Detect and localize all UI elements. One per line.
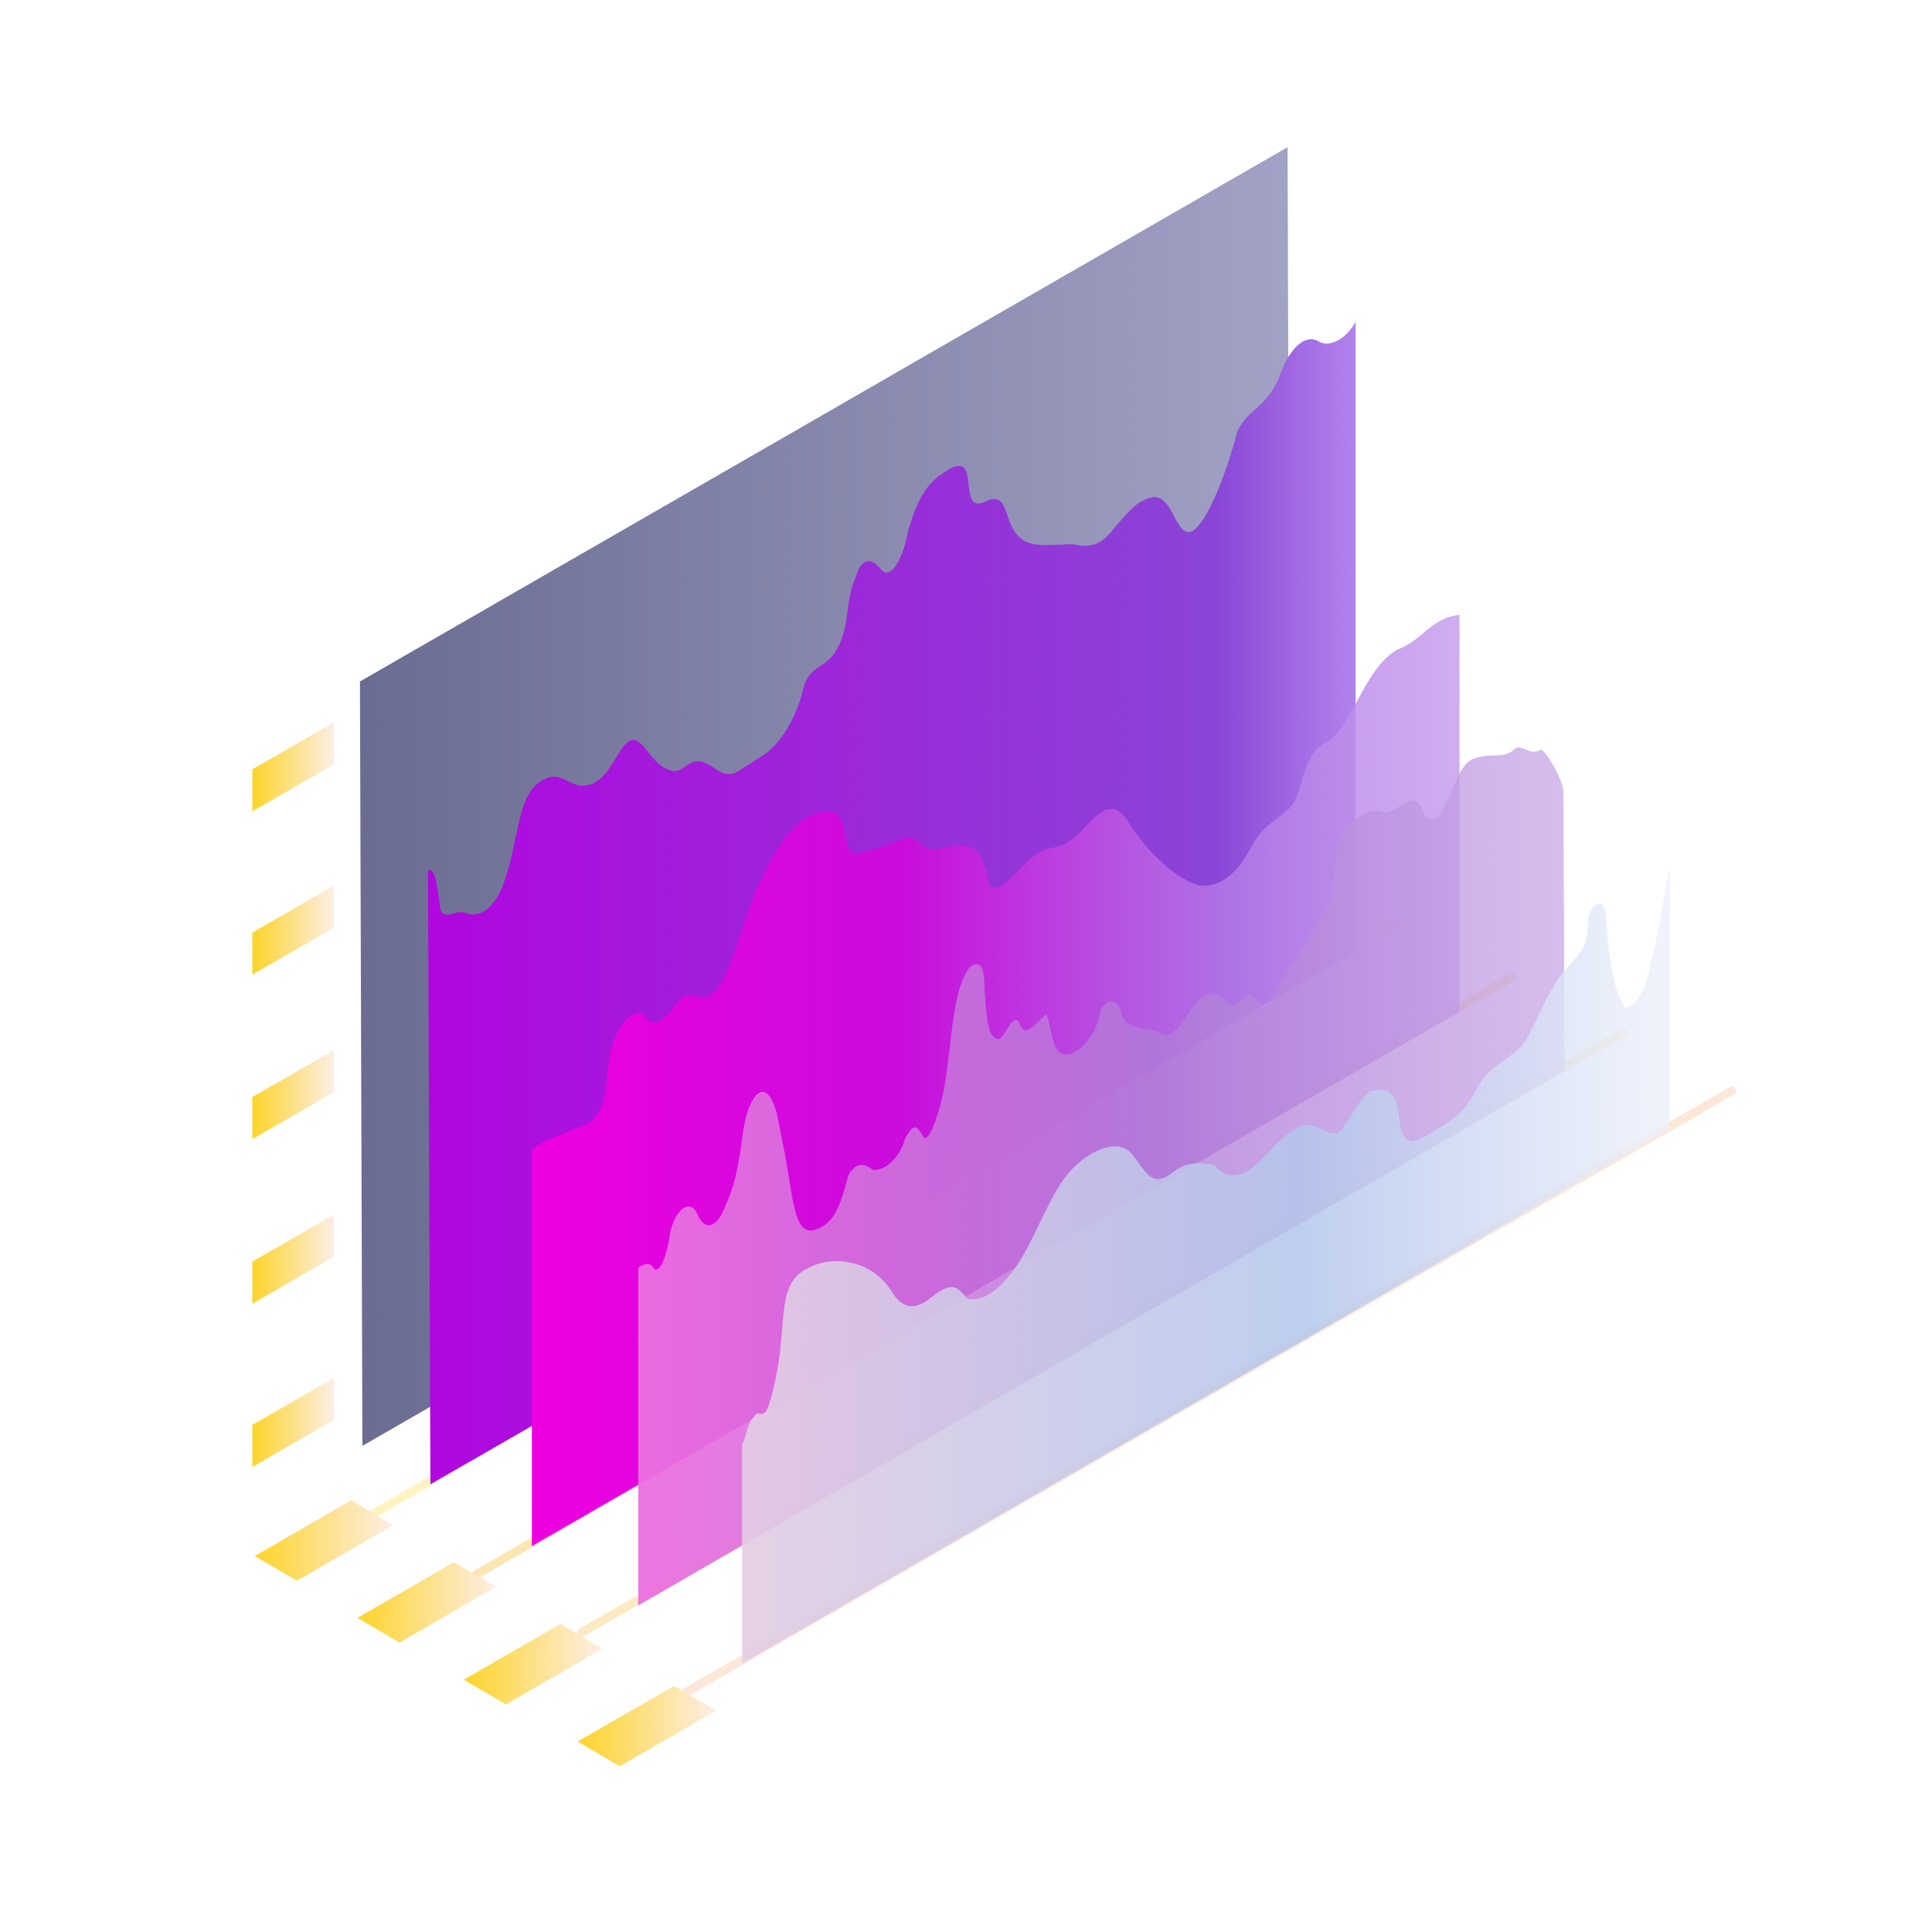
- area-light: [742, 866, 1670, 1664]
- bottom-tab: [464, 1624, 603, 1705]
- legend-tab: [252, 722, 335, 811]
- legend-tab: [252, 1377, 335, 1468]
- bottom-tab: [357, 1562, 496, 1643]
- legend-tab: [252, 1214, 335, 1304]
- legend-tab: [252, 1049, 335, 1140]
- bottom-tab: [254, 1500, 393, 1581]
- legend-tab: [252, 885, 335, 975]
- legend-tabs: [252, 722, 335, 1468]
- bottom-tabs: [254, 1500, 716, 1767]
- bottom-tab: [577, 1685, 716, 1767]
